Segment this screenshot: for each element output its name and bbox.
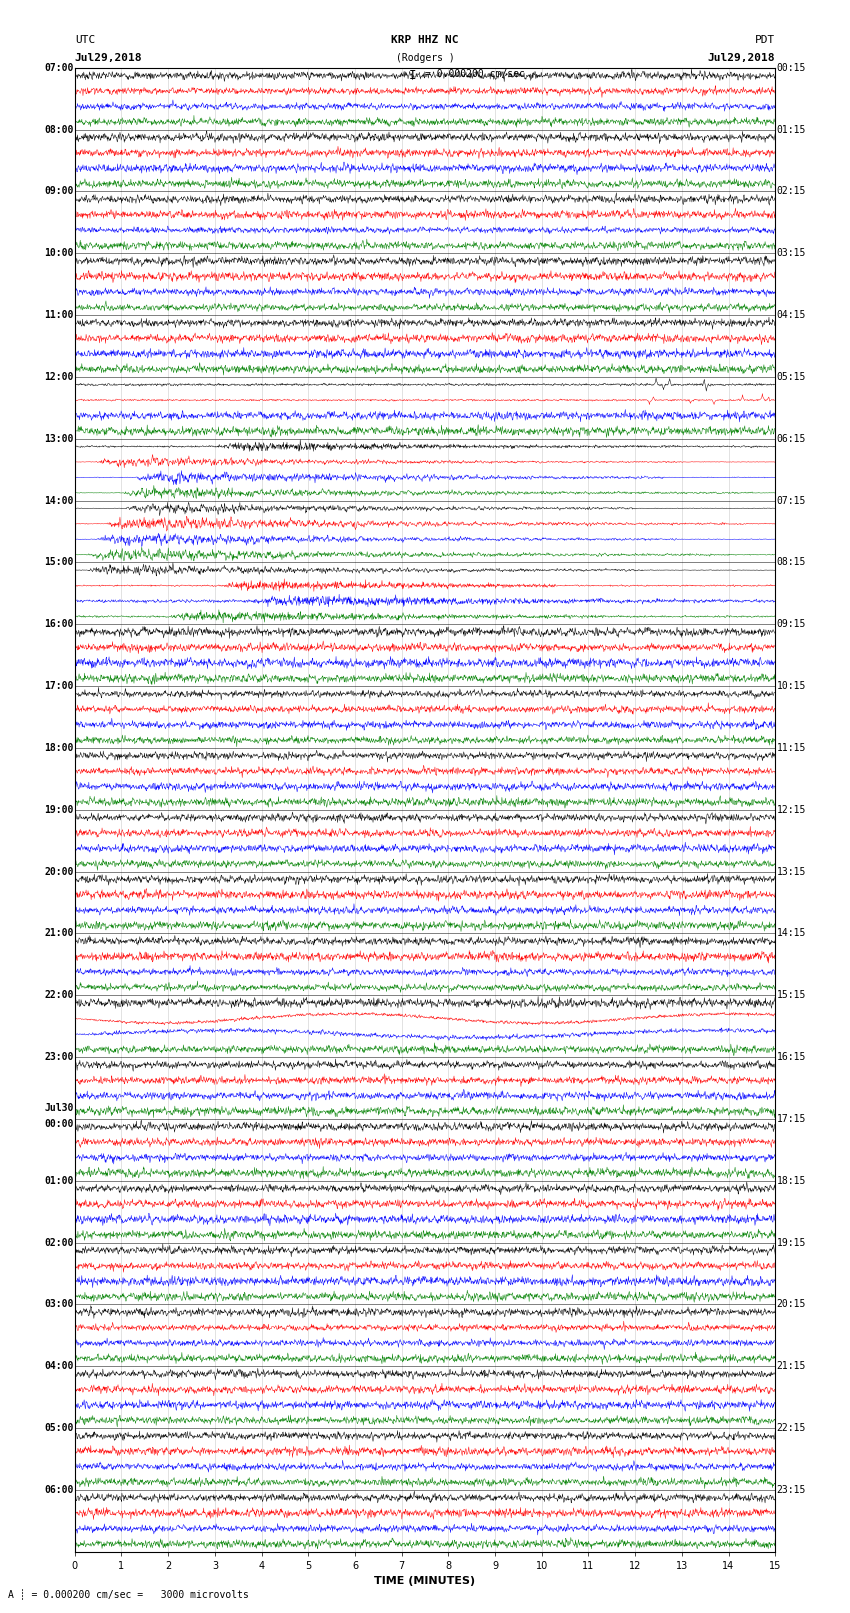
X-axis label: TIME (MINUTES): TIME (MINUTES) bbox=[375, 1576, 475, 1586]
Text: 18:00: 18:00 bbox=[44, 744, 73, 753]
Text: I: I bbox=[409, 69, 416, 82]
Text: 22:15: 22:15 bbox=[777, 1423, 806, 1432]
Text: 01:00: 01:00 bbox=[44, 1176, 73, 1186]
Text: 04:15: 04:15 bbox=[777, 310, 806, 319]
Text: 21:15: 21:15 bbox=[777, 1361, 806, 1371]
Text: 04:00: 04:00 bbox=[44, 1361, 73, 1371]
Text: 02:00: 02:00 bbox=[44, 1237, 73, 1247]
Text: 14:00: 14:00 bbox=[44, 495, 73, 505]
Text: 00:15: 00:15 bbox=[777, 63, 806, 73]
Text: UTC: UTC bbox=[75, 35, 95, 45]
Text: 02:15: 02:15 bbox=[777, 187, 806, 197]
Text: 01:15: 01:15 bbox=[777, 124, 806, 134]
Text: 13:15: 13:15 bbox=[777, 866, 806, 876]
Text: KRP HHZ NC: KRP HHZ NC bbox=[391, 35, 459, 45]
Text: 06:15: 06:15 bbox=[777, 434, 806, 444]
Text: 15:00: 15:00 bbox=[44, 558, 73, 568]
Text: 08:00: 08:00 bbox=[44, 124, 73, 134]
Text: 05:00: 05:00 bbox=[44, 1423, 73, 1432]
Text: PDT: PDT bbox=[755, 35, 775, 45]
Text: 12:15: 12:15 bbox=[777, 805, 806, 815]
Text: 23:15: 23:15 bbox=[777, 1486, 806, 1495]
Text: Jul30: Jul30 bbox=[44, 1103, 73, 1113]
Text: 07:15: 07:15 bbox=[777, 495, 806, 505]
Text: 20:15: 20:15 bbox=[777, 1300, 806, 1310]
Text: 09:00: 09:00 bbox=[44, 187, 73, 197]
Text: Jul29,2018: Jul29,2018 bbox=[708, 53, 775, 63]
Text: (Rodgers ): (Rodgers ) bbox=[395, 53, 455, 63]
Text: A ┊ = 0.000200 cm/sec =   3000 microvolts: A ┊ = 0.000200 cm/sec = 3000 microvolts bbox=[8, 1589, 249, 1600]
Text: 19:15: 19:15 bbox=[777, 1237, 806, 1247]
Text: 17:15: 17:15 bbox=[777, 1115, 806, 1124]
Text: 15:15: 15:15 bbox=[777, 990, 806, 1000]
Text: 14:15: 14:15 bbox=[777, 929, 806, 939]
Text: 21:00: 21:00 bbox=[44, 929, 73, 939]
Text: 10:00: 10:00 bbox=[44, 248, 73, 258]
Text: = 0.000200 cm/sec: = 0.000200 cm/sec bbox=[425, 69, 524, 79]
Text: 08:15: 08:15 bbox=[777, 558, 806, 568]
Text: 11:00: 11:00 bbox=[44, 310, 73, 319]
Text: 16:15: 16:15 bbox=[777, 1052, 806, 1061]
Text: 00:00: 00:00 bbox=[44, 1119, 73, 1129]
Text: 03:00: 03:00 bbox=[44, 1300, 73, 1310]
Text: 03:15: 03:15 bbox=[777, 248, 806, 258]
Text: 19:00: 19:00 bbox=[44, 805, 73, 815]
Text: 11:15: 11:15 bbox=[777, 744, 806, 753]
Text: Jul29,2018: Jul29,2018 bbox=[75, 53, 142, 63]
Text: 10:15: 10:15 bbox=[777, 681, 806, 690]
Text: 22:00: 22:00 bbox=[44, 990, 73, 1000]
Text: 17:00: 17:00 bbox=[44, 681, 73, 690]
Text: 16:00: 16:00 bbox=[44, 619, 73, 629]
Text: 20:00: 20:00 bbox=[44, 866, 73, 876]
Text: 13:00: 13:00 bbox=[44, 434, 73, 444]
Text: 23:00: 23:00 bbox=[44, 1052, 73, 1061]
Text: 18:15: 18:15 bbox=[777, 1176, 806, 1186]
Text: 05:15: 05:15 bbox=[777, 373, 806, 382]
Text: 07:00: 07:00 bbox=[44, 63, 73, 73]
Text: 12:00: 12:00 bbox=[44, 373, 73, 382]
Text: 09:15: 09:15 bbox=[777, 619, 806, 629]
Text: 06:00: 06:00 bbox=[44, 1486, 73, 1495]
